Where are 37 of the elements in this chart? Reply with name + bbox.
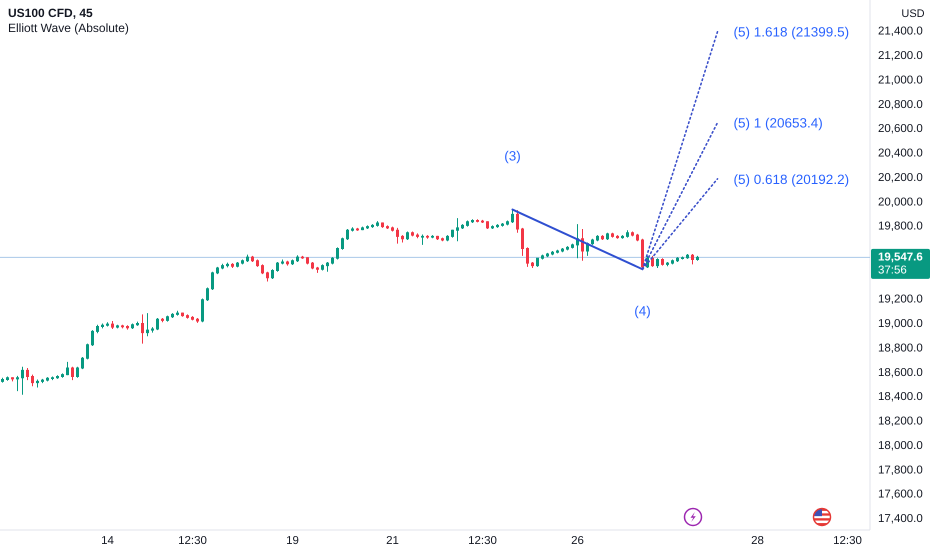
text: Elliott Wave (Absolute) [8,21,129,35]
x-tick-label: 12:30 [833,535,862,547]
y-tick-label: 20,800.0 [878,98,923,111]
x-tick-label: 28 [751,535,764,547]
x-tick-label: 21 [386,535,399,547]
y-tick-label: 21,400.0 [878,26,923,38]
series-label: (5) 1.618 (21399.5) [734,24,850,40]
y-tick-label: 18,600.0 [878,366,923,379]
text: US100 CFD, 45 [8,6,94,20]
x-tick-label: 12:30 [178,535,207,547]
x-tick-label: 26 [571,535,584,547]
y-tick-label: 17,400.0 [878,513,923,526]
y-tick-label: 17,600.0 [878,488,923,501]
y-tick-label: 20,400.0 [878,148,923,160]
x-tick-label: 12:30 [468,535,497,547]
y-tick-label: 19,800.0 [878,220,923,233]
y-tick-label: 20,200.0 [878,172,923,184]
ref-line-label: 19,547.6 [878,251,923,264]
y-tick-label: 18,200.0 [878,416,923,428]
x-tick-label: 19 [286,535,299,547]
y-tick-label: 19,200.0 [878,294,923,306]
y-tick-label: 17,800.0 [878,464,923,476]
annotation: (3) [504,148,521,164]
y-tick-label: 20,600.0 [878,123,923,136]
x-tick-label: 14 [101,535,114,547]
y-tick-label: 19,000.0 [878,318,923,330]
y-tick-label: 21,200.0 [878,50,923,62]
y-tick-label: 18,400.0 [878,391,923,404]
y-tick-label: 20,000.0 [878,196,923,208]
y-tick-label: 18,000.0 [878,440,923,452]
y-tick-label: 21,000.0 [878,74,923,86]
series-label: (5) 0.618 (20192.2) [734,171,850,186]
text: 37:56 [878,264,907,276]
y-axis-title: USD [901,8,925,20]
y-tick-label: 18,800.0 [878,342,923,354]
series-label: (5) 1 (20653.4) [734,115,823,130]
annotation: (4) [634,302,651,318]
